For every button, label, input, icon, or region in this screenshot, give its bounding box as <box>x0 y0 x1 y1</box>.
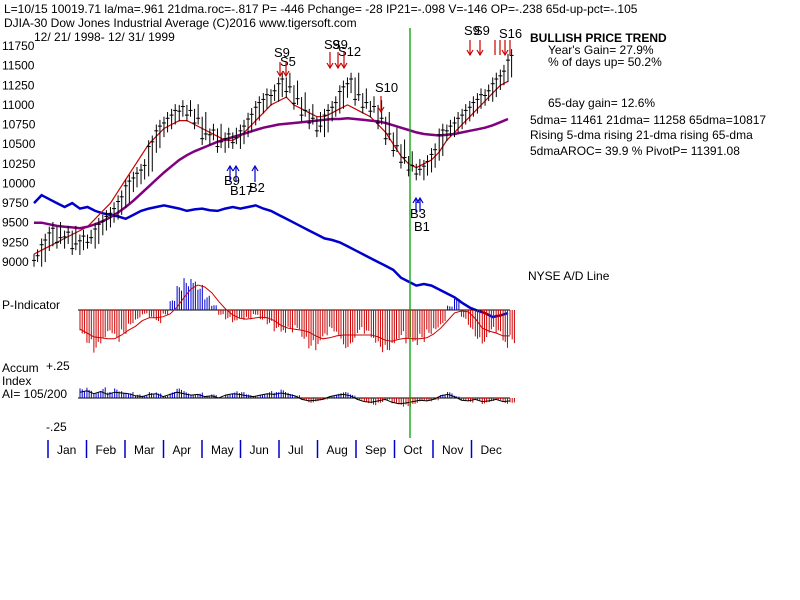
month-label: Mar <box>134 443 155 457</box>
signal-arrowhead <box>251 164 259 172</box>
month-axis: Jan Feb Mar Apr May Jun Jul Aug Sep Oct Nov Dec <box>47 440 502 458</box>
minus25-label: -.25 <box>46 420 67 434</box>
month-label: Jul <box>288 443 303 457</box>
month-label: Aug <box>327 443 348 457</box>
y-tick-label: 10750 <box>2 118 36 132</box>
accum-label: Accum <box>2 361 39 375</box>
signal-arrowhead <box>276 70 284 78</box>
accum-ma-line <box>79 390 511 405</box>
month-label: Oct <box>404 443 423 457</box>
header-line1: L=10/15 10019.71 la/ma=.961 21dma.roc=-.… <box>4 2 638 16</box>
signal-arrowhead <box>340 62 348 70</box>
signal-arrowhead <box>377 106 385 114</box>
signal-label: B17 <box>230 183 253 198</box>
series-line-65-dma <box>34 117 509 230</box>
signal-arrowhead <box>226 164 234 172</box>
signal-label: S9 <box>332 37 348 52</box>
y-tick-label: 11750 <box>2 39 35 53</box>
signal-arrowhead <box>334 62 342 70</box>
signal-label: S9 <box>474 23 490 38</box>
plus25-label: +.25 <box>46 359 70 373</box>
y-tick-label: 11000 <box>2 98 35 112</box>
signal-label: B1 <box>414 219 430 234</box>
signal-arrowhead <box>501 49 509 57</box>
nyse-ad-line <box>33 193 509 319</box>
signal-arrowhead <box>476 49 484 57</box>
month-label: Jan <box>57 443 76 457</box>
month-label: Apr <box>173 443 192 457</box>
p-indicator-ma-line <box>79 284 510 342</box>
moving-averages <box>33 80 509 255</box>
gain-65: 65-day gain= 12.6% <box>548 96 655 110</box>
signal-arrowhead <box>282 70 290 78</box>
y-tick-label: 9500 <box>2 216 29 230</box>
y-tick-label: 10500 <box>2 137 36 151</box>
trend-label: BULLISH PRICE TREND <box>530 31 667 45</box>
p-indicator-panel <box>78 278 515 353</box>
header-line3: 12/ 21/ 1998- 12/ 31/ 1999 <box>34 30 175 44</box>
y-tick-label: 10250 <box>2 157 36 171</box>
y-tick-label: 10000 <box>2 176 36 190</box>
accum-index-panel <box>78 387 515 407</box>
days-up: % of days up= 50.2% <box>548 55 662 69</box>
y-tick-label: 11500 <box>2 59 35 73</box>
signal-arrowhead <box>326 62 334 70</box>
month-label: May <box>211 443 234 457</box>
aroc-pivot: 5dmaAROC= 39.9 % PivotP= 11391.08 <box>530 144 740 158</box>
signal-arrowhead <box>232 164 240 172</box>
p-indicator-label: P-Indicator <box>2 298 60 312</box>
series-line-nyse-a-d-line <box>33 193 509 319</box>
ai-label: AI= 105/200 <box>2 387 67 401</box>
month-label: Dec <box>481 443 502 457</box>
y-tick-label: 9250 <box>2 235 29 249</box>
price-bars <box>32 49 514 267</box>
dma-values: 5dma= 11461 21dma= 11258 65dma=10817 <box>530 113 766 127</box>
y-tick-label: 9750 <box>2 196 29 210</box>
series-line-21-dma <box>33 80 509 255</box>
price-axis: 11750 11500 11250 11000 10750 10500 10250 10000… <box>2 39 36 269</box>
month-label: Nov <box>442 443 463 457</box>
index-label: Index <box>2 374 31 388</box>
signal-label: B3 <box>410 206 426 221</box>
header-line2: DJIA-30 Dow Jones Industrial Average (C)… <box>4 16 357 30</box>
y-tick-label: 11250 <box>2 78 35 92</box>
month-label: Sep <box>365 443 387 457</box>
signal-label: S16 <box>499 26 522 41</box>
rising-dma: Rising 5-dma rising 21-dma rising 65-dma <box>530 128 753 142</box>
signal-label: S9 <box>464 23 480 38</box>
nyse-ad-label: NYSE A/D Line <box>528 269 610 283</box>
month-label: Feb <box>96 443 117 457</box>
signal-label: S10 <box>375 80 398 95</box>
signal-arrowhead <box>466 49 474 57</box>
signal-arrowhead <box>416 196 424 204</box>
signal-label: S9 <box>324 37 340 52</box>
signal-label: S5 <box>280 54 296 69</box>
month-label: Jun <box>250 443 269 457</box>
years-gain: Year's Gain= 27.9% <box>548 43 654 57</box>
signal-label: S12 <box>338 44 361 59</box>
y-tick-label: 9000 <box>2 255 29 269</box>
signal-label: B2 <box>249 180 265 195</box>
signal-label: S9 <box>274 45 290 60</box>
